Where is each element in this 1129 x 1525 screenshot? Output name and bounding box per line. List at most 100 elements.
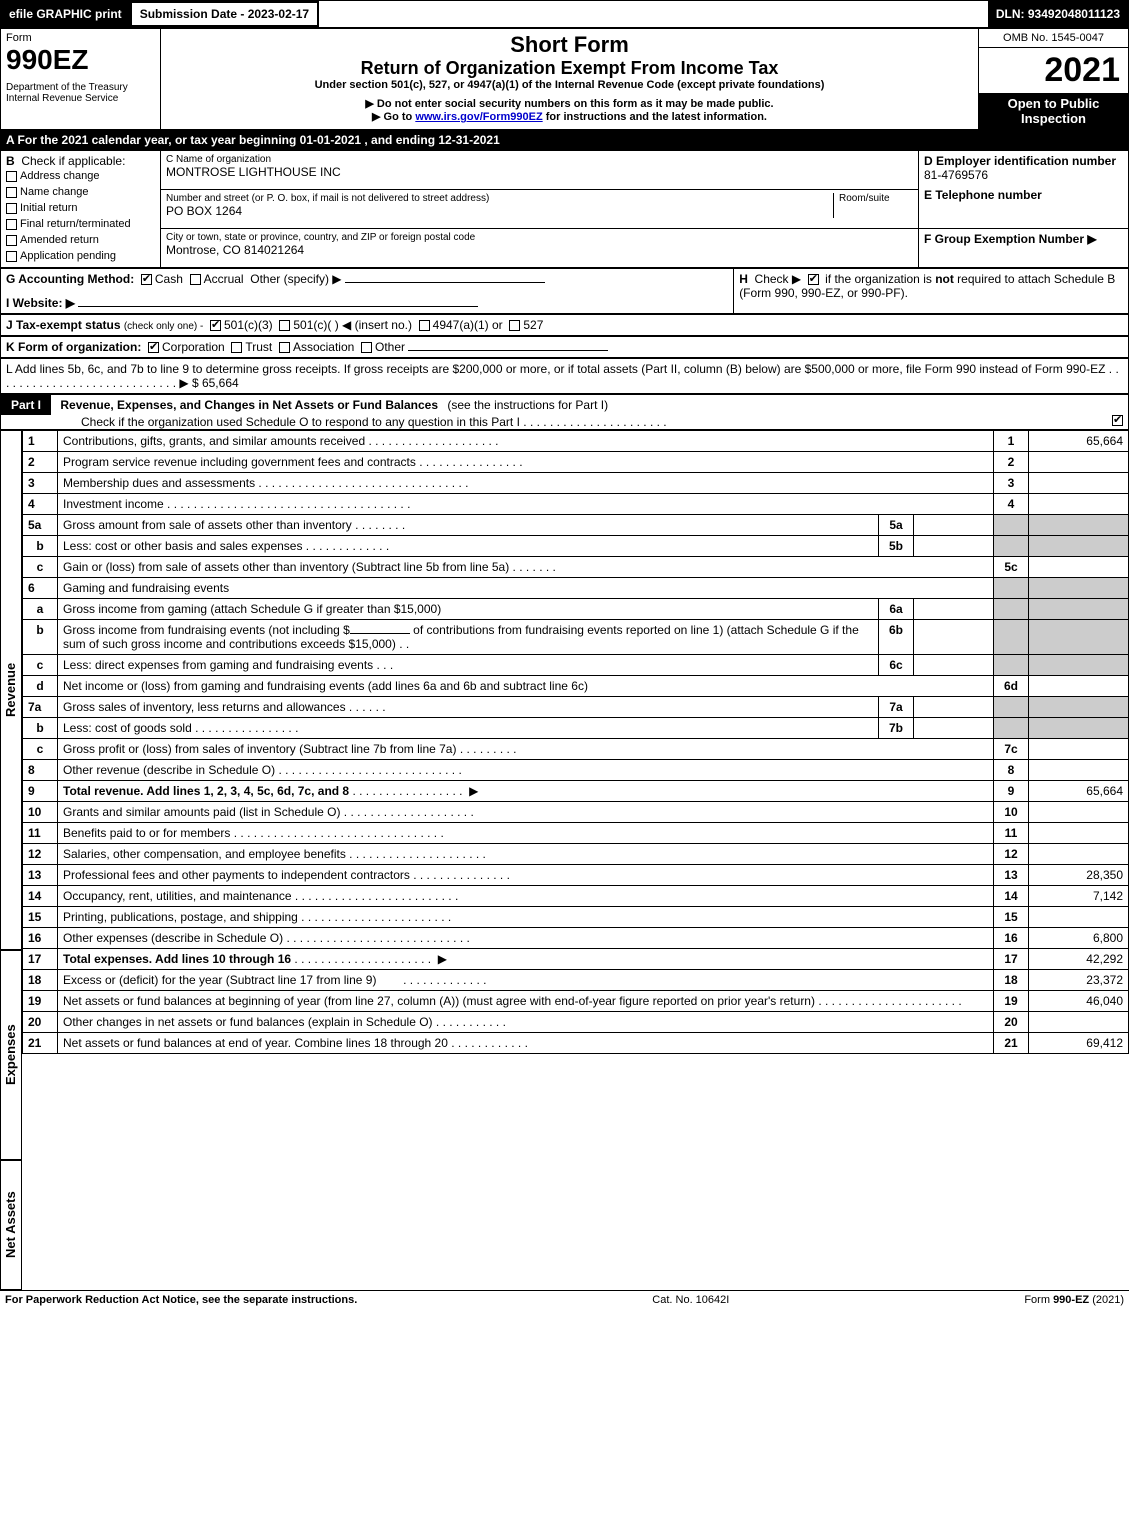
table-row: 2Program service revenue including gover…: [23, 452, 1129, 473]
corporation-checkbox[interactable]: [148, 342, 159, 353]
line-6b-amount-input[interactable]: [350, 633, 410, 634]
line-5b-desc: Less: cost or other basis and sales expe…: [63, 539, 302, 553]
part-1-title: Revenue, Expenses, and Changes in Net As…: [54, 395, 444, 415]
form-header-table: Form 990EZ Department of the Treasury In…: [0, 28, 1129, 130]
section-a-bar: A For the 2021 calendar year, or tax yea…: [0, 130, 1129, 150]
other-specify-input[interactable]: [345, 282, 545, 283]
line-12-desc: Salaries, other compensation, and employ…: [63, 847, 346, 861]
application-pending-checkbox[interactable]: [6, 251, 17, 262]
table-row: 6Gaming and fundraising events: [23, 578, 1129, 599]
form-ref: Form 990-EZ (2021): [1024, 1294, 1124, 1306]
table-row: 20Other changes in net assets or fund ba…: [23, 1012, 1129, 1033]
other-org-checkbox[interactable]: [361, 342, 372, 353]
box-b-title: B Check if applicable:: [6, 154, 155, 168]
501c-label: 501(c)( ): [293, 318, 338, 332]
table-row: 8Other revenue (describe in Schedule O) …: [23, 760, 1129, 781]
line-16-value: 6,800: [1029, 928, 1129, 949]
amended-return-checkbox[interactable]: [6, 235, 17, 246]
final-return-checkbox[interactable]: [6, 219, 17, 230]
addr-value: PO BOX 1264: [166, 204, 833, 218]
line-13-desc: Professional fees and other payments to …: [63, 868, 410, 882]
trust-label: Trust: [245, 340, 272, 354]
box-l-text: L Add lines 5b, 6c, and 7b to line 9 to …: [6, 362, 1105, 376]
line-6c-desc: Less: direct expenses from gaming and fu…: [63, 658, 373, 672]
initial-return-checkbox[interactable]: [6, 203, 17, 214]
4947-label: 4947(a)(1) or: [433, 318, 503, 332]
cash-label: Cash: [155, 272, 183, 286]
dept-treasury: Department of the Treasury: [6, 82, 155, 93]
gross-receipts-value: $ 65,664: [192, 376, 239, 390]
line-7a-desc: Gross sales of inventory, less returns a…: [63, 700, 346, 714]
box-c-label: C Name of organization: [166, 154, 913, 165]
accrual-checkbox[interactable]: [190, 274, 201, 285]
addr-label: Number and street (or P. O. box, if mail…: [166, 193, 833, 204]
g-h-table: G Accounting Method: Cash Accrual Other …: [0, 268, 1129, 314]
name-change-checkbox[interactable]: [6, 187, 17, 198]
line-19-value: 46,040: [1029, 991, 1129, 1012]
line-7c-desc: Gross profit or (loss) from sales of inv…: [63, 742, 456, 756]
501c3-checkbox[interactable]: [210, 320, 221, 331]
efile-print-button[interactable]: efile GRAPHIC print: [1, 1, 130, 27]
table-row: cGain or (loss) from sale of assets othe…: [23, 557, 1129, 578]
other-org-input[interactable]: [408, 350, 608, 351]
cash-checkbox[interactable]: [141, 274, 152, 285]
k-row: K Form of organization: Corporation Trus…: [0, 336, 1129, 358]
table-row: 14Occupancy, rent, utilities, and mainte…: [23, 886, 1129, 907]
line-16-desc: Other expenses (describe in Schedule O): [63, 931, 283, 945]
part-1-label: Part I: [1, 395, 51, 415]
table-row: bGross income from fundraising events (n…: [23, 620, 1129, 655]
ssn-warning: ▶ Do not enter social security numbers o…: [166, 97, 973, 110]
other-org-label: Other: [375, 340, 405, 354]
address-change-checkbox[interactable]: [6, 171, 17, 182]
line-20-desc: Other changes in net assets or fund bala…: [63, 1015, 433, 1029]
table-row: cGross profit or (loss) from sales of in…: [23, 739, 1129, 760]
527-checkbox[interactable]: [509, 320, 520, 331]
table-row: 10Grants and similar amounts paid (list …: [23, 802, 1129, 823]
accrual-label: Accrual: [204, 272, 244, 286]
line-19-desc: Net assets or fund balances at beginning…: [63, 994, 815, 1008]
table-row: 18Excess or (deficit) for the year (Subt…: [23, 970, 1129, 991]
goto-suffix: for instructions and the latest informat…: [546, 111, 767, 123]
submission-date-badge: Submission Date - 2023-02-17: [130, 1, 319, 27]
insert-no: ◀ (insert no.): [342, 318, 412, 332]
irs-link[interactable]: www.irs.gov/Form990EZ: [415, 111, 542, 123]
form-number: 990EZ: [6, 44, 155, 76]
return-title: Return of Organization Exempt From Incom…: [166, 58, 973, 79]
table-row: dNet income or (loss) from gaming and fu…: [23, 676, 1129, 697]
table-row: 16Other expenses (describe in Schedule O…: [23, 928, 1129, 949]
omb-number: OMB No. 1545-0047: [979, 29, 1128, 48]
association-label: Association: [293, 340, 354, 354]
line-6b-desc1: Gross income from fundraising events (no…: [63, 623, 350, 637]
revenue-side-label: Revenue: [0, 430, 22, 950]
other-label: Other (specify) ▶: [250, 272, 341, 286]
website-input[interactable]: [78, 306, 478, 307]
line-21-value: 69,412: [1029, 1033, 1129, 1054]
line-18-desc: Excess or (deficit) for the year (Subtra…: [63, 973, 376, 987]
subtitle: Under section 501(c), 527, or 4947(a)(1)…: [166, 79, 973, 91]
j-row: J Tax-exempt status (check only one) - 5…: [0, 314, 1129, 336]
name-change-label: Name change: [20, 186, 89, 198]
box-g-label: G Accounting Method:: [6, 272, 134, 286]
line-14-desc: Occupancy, rent, utilities, and maintena…: [63, 889, 292, 903]
schedule-o-checkbox[interactable]: [1112, 415, 1123, 426]
line-6-desc: Gaming and fundraising events: [58, 578, 994, 599]
table-row: 5aGross amount from sale of assets other…: [23, 515, 1129, 536]
city-label: City or town, state or province, country…: [166, 232, 913, 243]
line-18-value: 23,372: [1029, 970, 1129, 991]
501c-checkbox[interactable]: [279, 320, 290, 331]
trust-checkbox[interactable]: [231, 342, 242, 353]
part-1-header: Part I Revenue, Expenses, and Changes in…: [0, 394, 1129, 430]
table-row: bLess: cost of goods sold . . . . . . . …: [23, 718, 1129, 739]
corporation-label: Corporation: [162, 340, 225, 354]
table-row: bLess: cost or other basis and sales exp…: [23, 536, 1129, 557]
schedule-b-checkbox[interactable]: [808, 274, 819, 285]
box-e-label: E Telephone number: [924, 188, 1042, 202]
4947-checkbox[interactable]: [419, 320, 430, 331]
association-checkbox[interactable]: [279, 342, 290, 353]
501c3-label: 501(c)(3): [224, 318, 273, 332]
line-8-desc: Other revenue (describe in Schedule O): [63, 763, 275, 777]
line-14-value: 7,142: [1029, 886, 1129, 907]
table-row: 7aGross sales of inventory, less returns…: [23, 697, 1129, 718]
part-1-check-note: Check if the organization used Schedule …: [81, 415, 520, 429]
dept-irs: Internal Revenue Service: [6, 93, 155, 104]
